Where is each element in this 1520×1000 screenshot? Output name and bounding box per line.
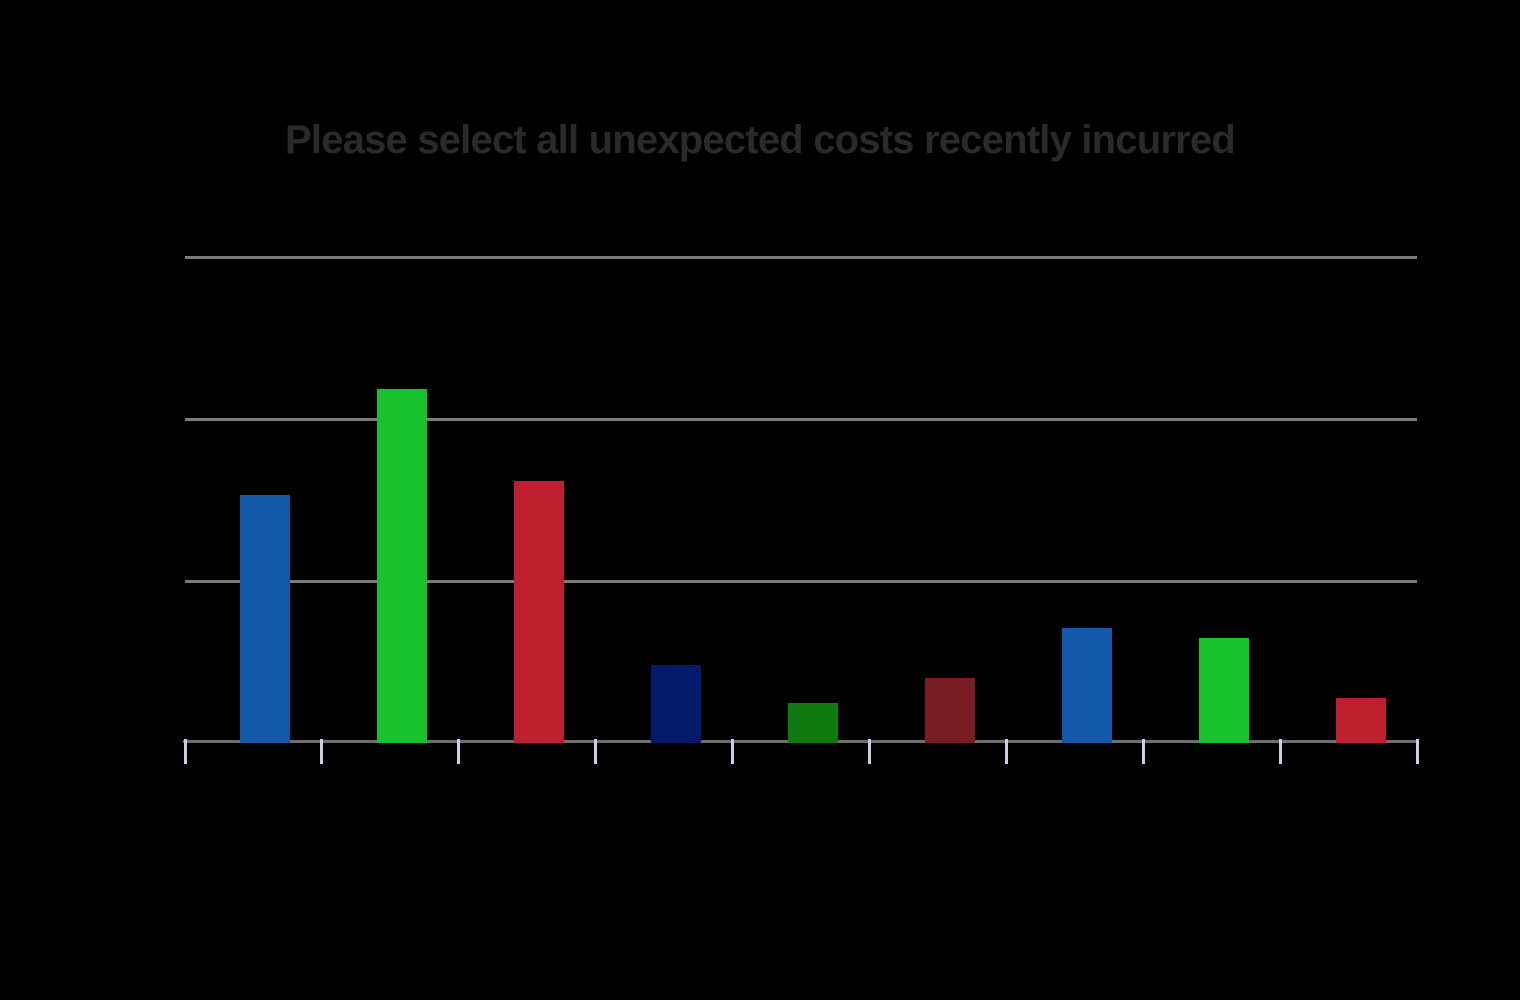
- x-axis-tick: [1141, 739, 1145, 764]
- x-axis-tick: [1004, 739, 1008, 764]
- x-axis-tick: [731, 739, 735, 764]
- bar: [1061, 628, 1112, 743]
- x-axis-tick: [183, 739, 187, 764]
- x-axis-tick: [320, 739, 324, 764]
- y-gridline: [185, 256, 1417, 260]
- bar: [514, 481, 565, 743]
- y-gridline: [185, 417, 1417, 421]
- x-axis-tick: [1278, 739, 1282, 764]
- x-axis-tick: [1415, 739, 1419, 764]
- x-axis-tick: [457, 739, 461, 764]
- bar: [240, 495, 291, 743]
- chart-title: Please select all unexpected costs recen…: [285, 118, 1236, 162]
- bar: [377, 389, 428, 743]
- bar: [788, 703, 838, 743]
- x-axis-tick: [594, 739, 598, 764]
- bar: [1198, 638, 1249, 743]
- bar: [651, 665, 702, 743]
- y-gridline: [185, 579, 1417, 583]
- x-axis-tick: [867, 739, 871, 764]
- bar: [924, 678, 975, 743]
- bar: [1335, 698, 1386, 743]
